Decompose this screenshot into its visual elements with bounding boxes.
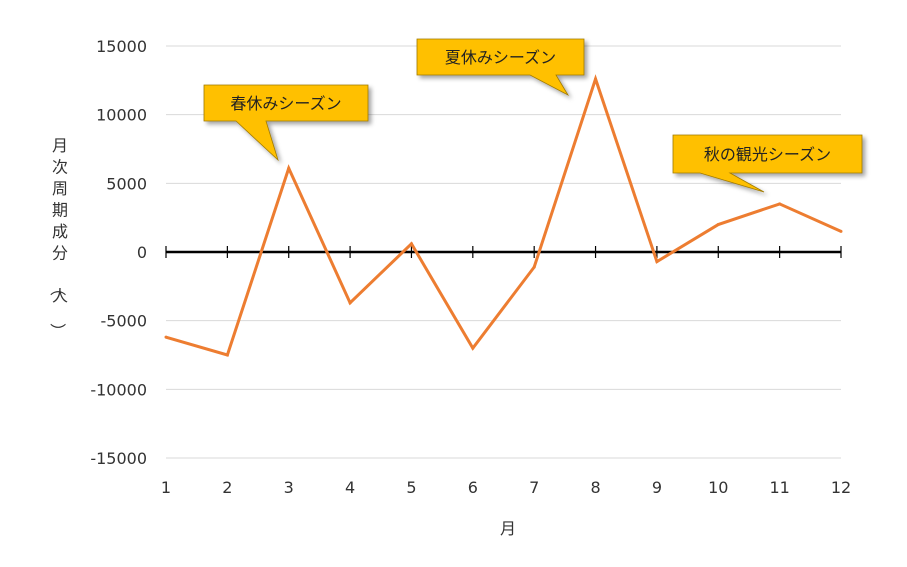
annotation-text: 春休みシーズン <box>230 94 341 113</box>
callout-box <box>672 134 863 193</box>
y-tick-label: 15000 <box>96 37 147 56</box>
y-axis-tick-labels: 15000 10000 5000 0 -5000 -10000 -15000 <box>90 37 147 468</box>
x-tick-label: 6 <box>468 478 478 497</box>
data-point <box>839 229 843 233</box>
callout-box <box>203 84 369 162</box>
callout-box <box>416 38 585 97</box>
x-tick-label: 12 <box>831 478 851 497</box>
annotation-text: 夏休みシーズン <box>445 48 556 67</box>
x-tick-label: 7 <box>529 478 539 497</box>
data-point <box>287 166 291 170</box>
x-tick-label: 11 <box>769 478 789 497</box>
x-tick-label: 1 <box>161 478 171 497</box>
annotation-text: 秋の観光シーズン <box>704 145 831 164</box>
data-point <box>225 353 229 357</box>
x-tick-label: 3 <box>284 478 294 497</box>
y-tick-label: -15000 <box>90 449 147 468</box>
data-point <box>594 77 598 81</box>
x-tick-label: 5 <box>406 478 416 497</box>
annotation-callout: 秋の観光シーズン <box>672 134 863 193</box>
series-line <box>165 74 842 357</box>
data-point <box>532 265 536 269</box>
y-axis-title: 月次周期成分（人） <box>48 136 68 339</box>
data-point <box>716 223 720 227</box>
y-tick-label: -5000 <box>101 312 148 331</box>
annotation-callout: 夏休みシーズン <box>416 38 585 97</box>
y-tick-label: -10000 <box>90 380 147 399</box>
data-point <box>778 202 782 206</box>
x-axis <box>165 246 842 258</box>
data-point <box>348 301 352 305</box>
x-axis-title: 月 <box>500 519 516 538</box>
data-point <box>409 242 413 246</box>
x-axis-tick-labels: 1 2 3 4 5 6 7 8 9 10 11 12 <box>161 478 851 497</box>
x-tick-label: 4 <box>345 478 355 497</box>
data-point <box>164 335 168 339</box>
x-tick-label: 10 <box>708 478 728 497</box>
y-tick-label: 0 <box>137 243 147 262</box>
x-tick-label: 8 <box>590 478 600 497</box>
series-lines <box>164 74 843 357</box>
annotation-callout: 春休みシーズン <box>203 84 369 162</box>
y-tick-label: 5000 <box>106 174 147 193</box>
y-tick-label: 10000 <box>96 106 147 125</box>
x-tick-label: 9 <box>652 478 662 497</box>
data-point <box>471 346 475 350</box>
x-tick-label: 2 <box>222 478 232 497</box>
data-point <box>655 260 659 264</box>
